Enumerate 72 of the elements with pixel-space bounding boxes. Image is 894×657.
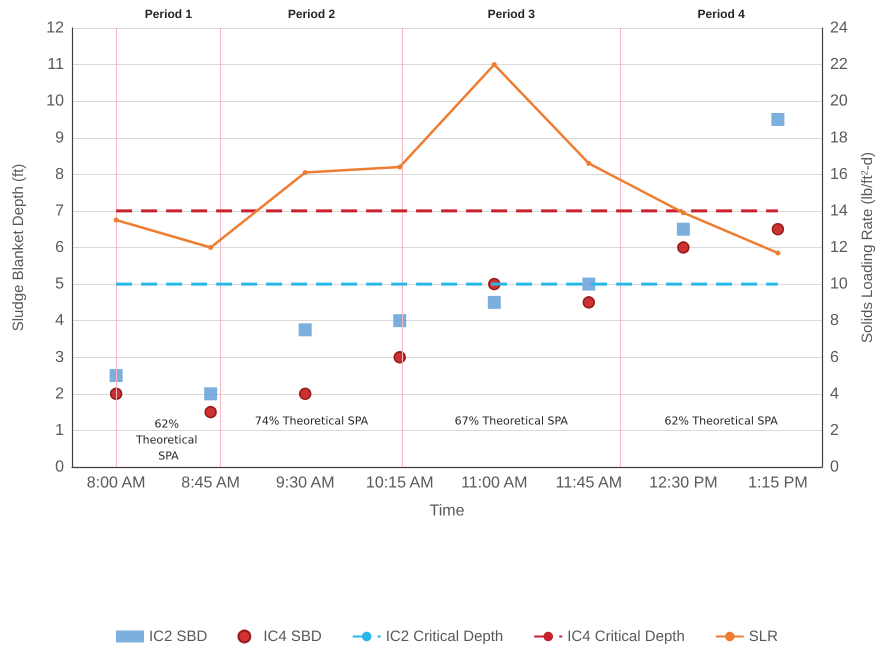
- point: [582, 278, 596, 291]
- y-axis-title: Sludge Blanket Depth (ft): [10, 164, 27, 332]
- y2-axis-title: Solids Loading Rate (lb/ft2-d): [859, 152, 876, 343]
- text: Period 2: [288, 7, 336, 21]
- x-tick-label: 12:30 PM: [649, 474, 718, 492]
- legend-label: SLR: [748, 628, 778, 645]
- y-tick-label: 8: [55, 166, 64, 183]
- y2-tick-label: 8: [830, 312, 839, 330]
- y2-tick-label: 24: [830, 20, 848, 36]
- y-tick-label: 7: [55, 202, 64, 220]
- point: [208, 245, 214, 250]
- annotation: 67% Theoretical SPA: [454, 414, 568, 428]
- x-axis-title: Time: [430, 502, 465, 520]
- point: [772, 222, 784, 236]
- point: [771, 112, 784, 126]
- y-tick-label: 6: [55, 239, 64, 256]
- y-tick-label: 10: [46, 92, 64, 110]
- x-tick-label: 1:15 PM: [748, 474, 808, 492]
- point: [204, 406, 217, 418]
- point: [582, 296, 596, 309]
- x-tick-label: 9:30 AM: [276, 474, 335, 492]
- text: Period 4: [697, 7, 746, 21]
- x-tick-label: 11:00 AM: [461, 474, 528, 492]
- text: Period 3: [488, 7, 536, 21]
- x-tick-label: 8:00 AM: [86, 474, 146, 492]
- legend-label: IC4 Critical Depth: [567, 628, 685, 645]
- y2-tick-label: 0: [830, 458, 839, 476]
- point: [676, 222, 690, 236]
- x-tick-label: 8:45 AM: [181, 474, 240, 492]
- x-tick-label: 11:45 AM: [556, 474, 622, 492]
- annotation: 74% Theoretical SPA: [254, 414, 369, 428]
- y2-tick-label: 6: [830, 348, 839, 366]
- y-tick-label: 0: [55, 458, 64, 476]
- point: [110, 369, 123, 382]
- y2-tick-label: 22: [830, 56, 848, 74]
- y-tick-label: 11: [47, 56, 64, 74]
- point: [204, 387, 218, 400]
- annotation: 62% Theoretical SPA: [134, 418, 201, 462]
- y2-tick-label: 20: [830, 92, 848, 110]
- legend-label: IC2 SBD: [149, 628, 208, 645]
- point: [298, 323, 312, 336]
- point: [488, 296, 501, 309]
- y-tick-label: 2: [55, 385, 64, 402]
- y2-tick-label: 2: [830, 422, 839, 439]
- y2-tick-label: 16: [830, 166, 848, 183]
- point: [397, 164, 402, 170]
- point: [393, 351, 406, 364]
- y-tick-label: 9: [55, 129, 64, 146]
- y-tick-label: 1: [55, 422, 64, 439]
- point: [677, 241, 690, 254]
- point: [586, 160, 592, 166]
- annotation: 62% Theoretical SPA: [664, 414, 778, 428]
- y-tick-label: 3: [55, 348, 64, 366]
- point: [298, 388, 312, 400]
- legend-label: IC2 Critical Depth: [386, 628, 504, 645]
- y2-tick-label: 12: [830, 239, 848, 256]
- legend-label: IC4 SBD: [263, 628, 322, 645]
- y2-tick-label: 10: [830, 276, 848, 293]
- y2-tick-label: 4: [830, 385, 839, 402]
- point: [680, 210, 686, 216]
- point: [775, 250, 780, 256]
- y2-tick-label: 14: [830, 202, 848, 220]
- text: Period 1: [144, 7, 192, 21]
- y-tick-label: 5: [55, 276, 64, 293]
- point: [114, 218, 119, 223]
- y-tick-label: 12: [46, 20, 64, 36]
- point: [393, 314, 406, 328]
- point: [492, 62, 497, 68]
- y-tick-label: 4: [55, 312, 64, 330]
- x-tick-label: 10:15 AM: [366, 474, 434, 492]
- point: [302, 170, 308, 176]
- y2-tick-label: 18: [830, 129, 848, 146]
